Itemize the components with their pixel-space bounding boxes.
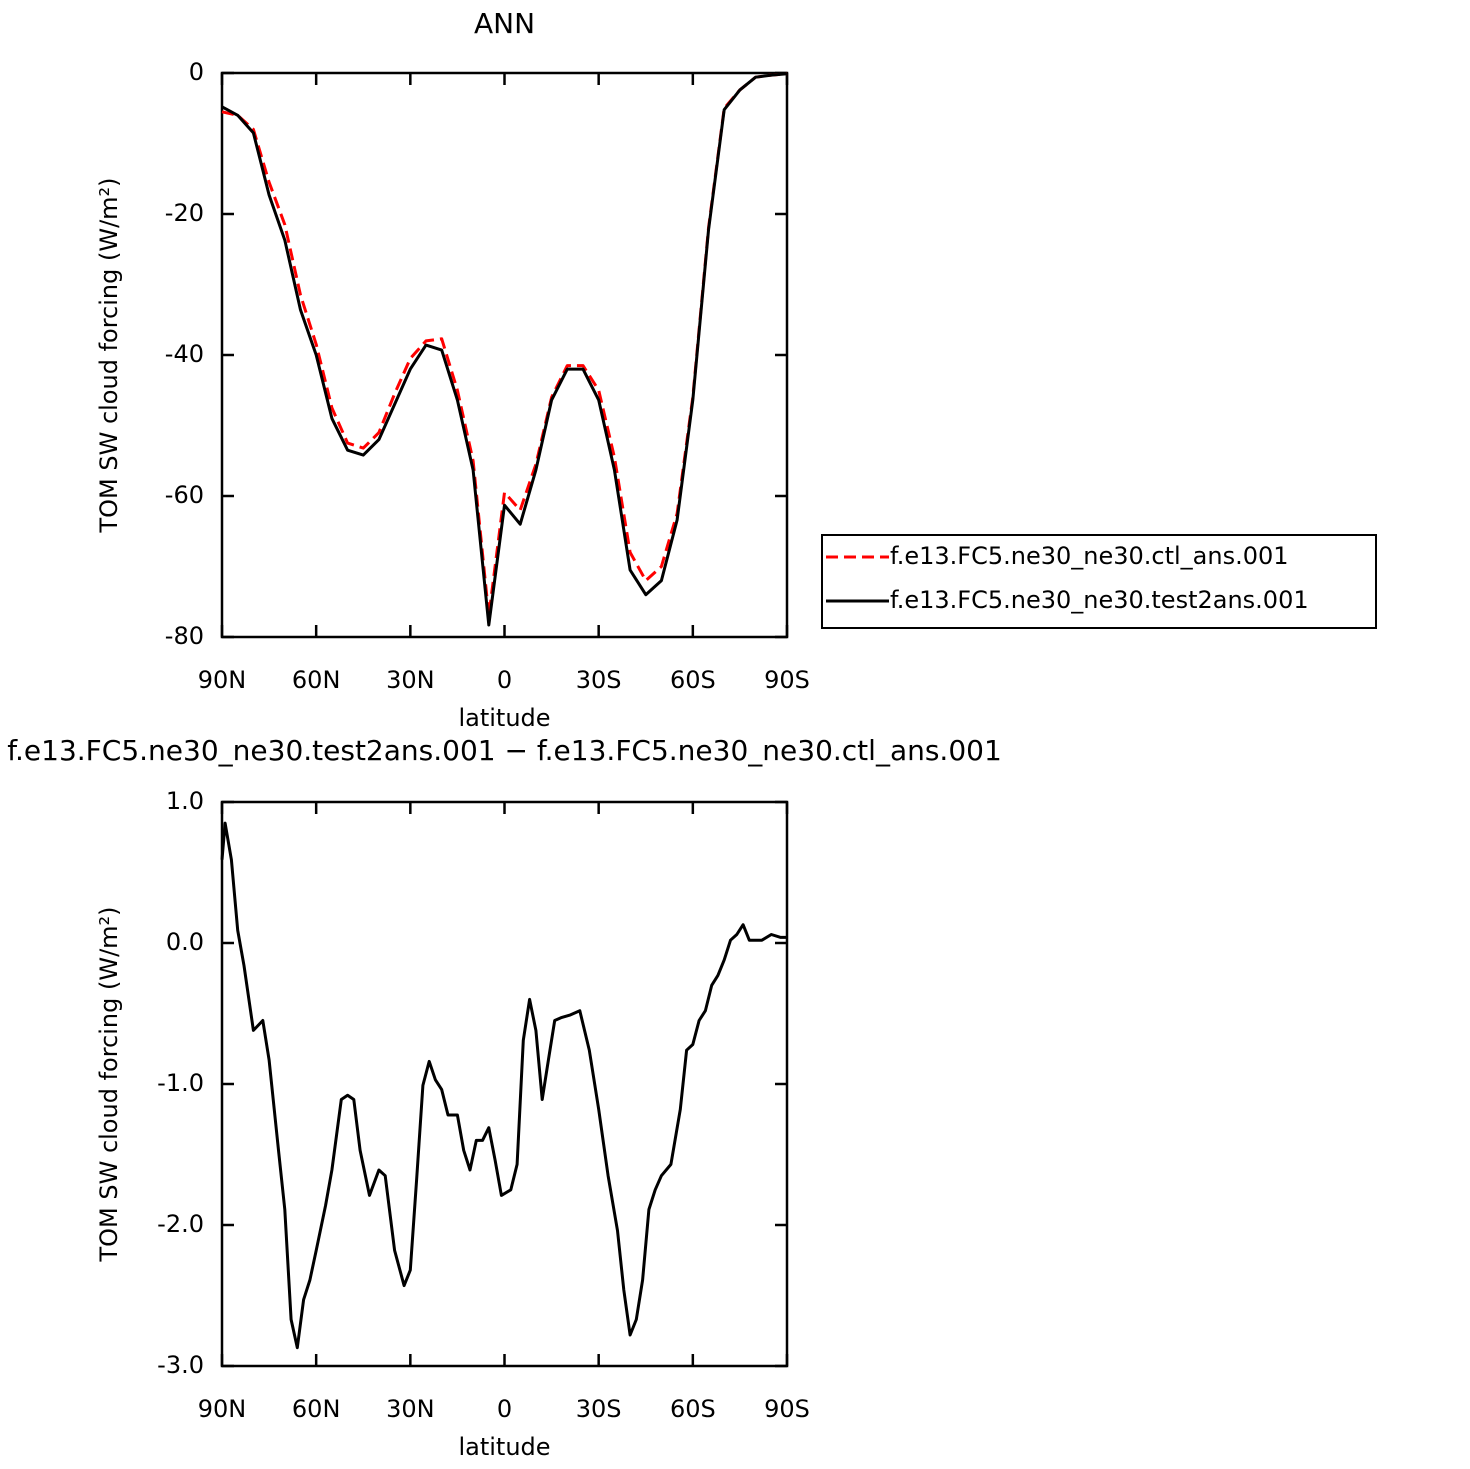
x-axis-label: latitude [458,1433,550,1461]
y-tick-label: -2.0 [157,1210,204,1238]
y-axis-label: TOM SW cloud forcing (W/m²) [95,906,123,1262]
y-tick-label: -3.0 [157,1351,204,1379]
legend-label: f.e13.FC5.ne30_ne30.ctl_ans.001 [890,542,1289,570]
x-tick-label: 60S [670,1395,716,1423]
plot-frame [220,71,789,639]
x-tick-label: 30N [386,1395,435,1423]
y-axis-label: TOM SW cloud forcing (W/m²) [95,177,123,533]
x-tick-label: 30S [576,666,622,694]
plot-frame [220,800,789,1368]
data-line [220,821,787,1350]
chart-title: f.e13.FC5.ne30_ne30.test2ans.001 − f.e13… [7,734,1002,767]
x-tick-label: 30S [576,1395,622,1423]
x-tick-label: 0 [497,1395,512,1423]
x-tick-label: 90N [198,1395,247,1423]
y-tick-label: -80 [165,622,204,650]
x-tick-label: 60N [292,666,341,694]
data-line [221,72,788,627]
y-tick-label: -40 [165,340,204,368]
x-tick-label: 60N [292,1395,341,1423]
legend-box [821,534,1377,629]
y-tick-label: -1.0 [157,1069,204,1097]
x-axis-label: latitude [458,704,550,732]
chart-title: ANN [474,7,535,40]
y-tick-label: -20 [165,199,204,227]
x-tick-label: 60S [670,666,716,694]
y-tick-label: 0.0 [166,928,204,956]
legend-label: f.e13.FC5.ne30_ne30.test2ans.001 [890,586,1309,614]
x-tick-label: 90N [198,666,247,694]
x-tick-label: 30N [386,666,435,694]
y-tick-label: -60 [165,481,204,509]
data-line [221,72,788,618]
x-tick-label: 90S [764,666,810,694]
x-tick-label: 90S [764,1395,810,1423]
y-tick-label: 0 [189,58,204,86]
y-tick-label: 1.0 [166,787,204,815]
x-tick-label: 0 [497,666,512,694]
